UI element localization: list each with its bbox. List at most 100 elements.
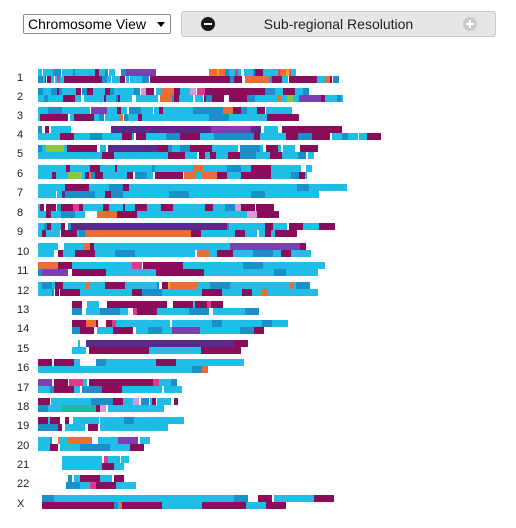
segment[interactable] xyxy=(300,145,318,152)
segment[interactable] xyxy=(201,347,231,354)
segment[interactable] xyxy=(247,95,255,102)
segment[interactable] xyxy=(173,204,193,211)
segment[interactable] xyxy=(317,76,325,83)
segment[interactable] xyxy=(38,269,42,276)
segment[interactable] xyxy=(180,145,190,152)
segment[interactable] xyxy=(102,152,114,159)
segment[interactable] xyxy=(91,398,113,405)
segment[interactable] xyxy=(222,320,242,327)
segment[interactable] xyxy=(126,69,156,76)
segment[interactable] xyxy=(231,347,241,354)
segment[interactable] xyxy=(359,133,367,140)
segment[interactable] xyxy=(67,145,97,152)
segment[interactable] xyxy=(162,289,182,296)
segment[interactable] xyxy=(306,269,318,276)
segment[interactable] xyxy=(38,386,50,393)
segment[interactable] xyxy=(50,386,54,393)
segment[interactable] xyxy=(100,424,120,431)
segment[interactable] xyxy=(110,417,124,424)
segment[interactable] xyxy=(98,437,118,444)
segment[interactable] xyxy=(145,282,157,289)
segment[interactable] xyxy=(123,184,129,191)
segment[interactable] xyxy=(241,107,247,114)
segment[interactable] xyxy=(213,308,225,315)
segment[interactable] xyxy=(271,165,281,172)
segment[interactable] xyxy=(331,184,333,191)
segment[interactable] xyxy=(89,282,105,289)
segment[interactable] xyxy=(297,184,309,191)
segment[interactable] xyxy=(275,184,287,191)
segment[interactable] xyxy=(56,172,68,179)
segment[interactable] xyxy=(265,88,275,95)
segment[interactable] xyxy=(146,152,152,159)
segment[interactable] xyxy=(182,502,202,509)
segment[interactable] xyxy=(70,114,74,121)
segment[interactable] xyxy=(278,69,280,76)
segment[interactable] xyxy=(207,301,211,308)
segment[interactable] xyxy=(289,165,301,172)
segment[interactable] xyxy=(147,172,153,179)
segment[interactable] xyxy=(72,262,92,269)
segment[interactable] xyxy=(90,243,94,250)
segment[interactable] xyxy=(223,262,243,269)
segment[interactable] xyxy=(332,133,342,140)
segment[interactable] xyxy=(118,437,138,444)
segment[interactable] xyxy=(227,172,241,179)
segment[interactable] xyxy=(224,269,244,276)
segment[interactable] xyxy=(294,495,314,502)
segment[interactable] xyxy=(68,223,71,230)
segment[interactable] xyxy=(184,243,204,250)
segment[interactable] xyxy=(100,444,110,451)
segment[interactable] xyxy=(114,152,124,159)
segment[interactable] xyxy=(162,502,182,509)
segment[interactable] xyxy=(62,88,76,95)
segment[interactable] xyxy=(46,145,64,152)
segment[interactable] xyxy=(89,172,91,179)
segment[interactable] xyxy=(181,184,201,191)
segment[interactable] xyxy=(192,320,212,327)
segment[interactable] xyxy=(114,88,134,95)
segment[interactable] xyxy=(109,184,123,191)
segment[interactable] xyxy=(157,282,159,289)
segment[interactable] xyxy=(212,320,222,327)
segment[interactable] xyxy=(38,126,42,133)
segment[interactable] xyxy=(100,165,115,172)
chromosome-row-18[interactable]: 18 xyxy=(0,397,516,416)
segment[interactable] xyxy=(72,269,106,276)
segment[interactable] xyxy=(214,495,234,502)
segment[interactable] xyxy=(193,301,195,308)
segment[interactable] xyxy=(89,184,109,191)
segment[interactable] xyxy=(140,437,150,444)
segment[interactable] xyxy=(63,282,85,289)
segment[interactable] xyxy=(46,230,60,237)
segment[interactable] xyxy=(167,211,187,218)
segment[interactable] xyxy=(189,191,209,198)
segment[interactable] xyxy=(281,95,287,102)
segment[interactable] xyxy=(203,262,223,269)
segment[interactable] xyxy=(108,145,158,152)
chromosome-row-4[interactable]: 4 xyxy=(0,125,516,144)
segment[interactable] xyxy=(51,398,71,405)
segment[interactable] xyxy=(64,145,67,152)
segment[interactable] xyxy=(104,502,114,509)
chromosome-row-14[interactable]: 14 xyxy=(0,319,516,338)
segment[interactable] xyxy=(116,95,118,102)
segment[interactable] xyxy=(47,223,51,230)
segment[interactable] xyxy=(38,243,58,250)
segment[interactable] xyxy=(230,243,280,250)
segment[interactable] xyxy=(250,282,270,289)
segment[interactable] xyxy=(82,405,96,412)
segment[interactable] xyxy=(58,366,78,373)
segment[interactable] xyxy=(72,320,86,327)
segment[interactable] xyxy=(244,69,253,76)
segment[interactable] xyxy=(55,282,63,289)
segment[interactable] xyxy=(57,191,62,198)
segment[interactable] xyxy=(124,417,134,424)
segment[interactable] xyxy=(84,95,104,102)
segment[interactable] xyxy=(255,95,277,102)
segment[interactable] xyxy=(57,88,59,95)
segment[interactable] xyxy=(146,133,166,140)
segment[interactable] xyxy=(213,204,225,211)
segment[interactable] xyxy=(200,327,220,334)
segment[interactable] xyxy=(161,184,181,191)
